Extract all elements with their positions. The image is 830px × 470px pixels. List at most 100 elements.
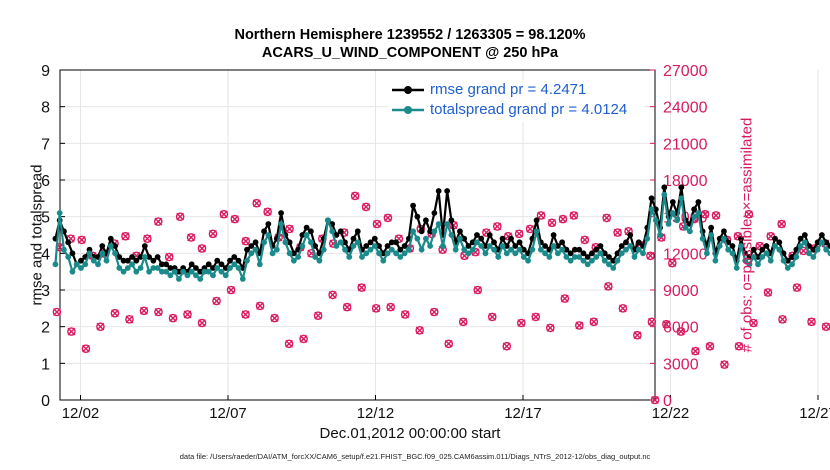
obs-marker <box>650 395 660 405</box>
rmse-point <box>512 243 519 249</box>
rmse-point <box>371 235 378 242</box>
rmse-point <box>623 239 629 246</box>
rmse-point <box>516 239 523 246</box>
rmse-point <box>648 195 655 202</box>
spread-point <box>631 254 638 260</box>
rmse-point <box>65 239 72 246</box>
spread-point <box>593 254 600 260</box>
y2-tick-label: 0 <box>663 393 672 410</box>
spread-point <box>554 250 561 257</box>
obs-marker <box>763 288 773 297</box>
spread-point <box>405 246 412 253</box>
obs-marker <box>604 282 613 291</box>
rmse-point <box>772 235 778 242</box>
rmse-point <box>308 228 314 235</box>
y-tick-label: 3 <box>41 283 50 300</box>
obs-marker <box>647 317 657 327</box>
y-tick-label: 5 <box>41 210 50 227</box>
rmse-point <box>354 228 361 235</box>
rmse-point <box>218 261 225 268</box>
spread-point <box>742 257 749 264</box>
spread-point <box>333 243 340 249</box>
obs-marker <box>618 304 628 313</box>
spread-point <box>499 243 506 249</box>
rmse-point <box>120 257 127 264</box>
rmse-point <box>614 250 621 257</box>
obs-marker <box>560 294 570 303</box>
spread-point <box>759 254 766 260</box>
x-tick-label: 12/07 <box>209 405 247 422</box>
rmse-point <box>205 261 212 268</box>
y-tick-label: 6 <box>41 173 50 190</box>
rmse-point <box>290 250 297 257</box>
spread-point <box>150 265 157 271</box>
y2-tick-label: 18000 <box>663 173 708 190</box>
y-tick-label: 1 <box>41 356 50 373</box>
spread-point <box>410 228 416 235</box>
spread-point <box>606 261 612 268</box>
spread-point <box>644 235 651 242</box>
spread-point <box>814 246 821 253</box>
rmse-point <box>554 243 561 249</box>
rmse-point <box>652 206 659 213</box>
spread-point <box>218 268 225 275</box>
obs-marker <box>164 252 174 262</box>
spread-point <box>512 250 519 257</box>
obs-marker <box>81 344 91 353</box>
spread-point <box>222 272 229 279</box>
rmse-point <box>801 232 808 238</box>
x-tick-label: 12/02 <box>62 405 100 422</box>
spread-point <box>686 228 693 235</box>
spread-point <box>801 239 808 246</box>
rmse-point <box>759 246 766 253</box>
rmse-point <box>435 188 442 194</box>
rmse-point <box>261 228 267 235</box>
rmse-point <box>593 246 600 253</box>
spread-point <box>529 246 536 253</box>
spread-point <box>176 276 182 282</box>
rmse-point <box>133 257 140 264</box>
y-tick-label: 8 <box>41 100 50 117</box>
rmse-point <box>559 239 566 246</box>
spread-point <box>448 232 455 238</box>
spread-point <box>193 272 199 279</box>
rmse-point <box>244 246 250 253</box>
obs-marker <box>536 211 546 220</box>
obs-marker <box>662 319 671 329</box>
rmse-point <box>469 239 476 246</box>
obs-marker <box>350 191 360 201</box>
rmse-point <box>448 217 455 224</box>
y-tick-label: 4 <box>41 246 50 263</box>
spread-point <box>303 232 310 238</box>
spread-point <box>486 243 493 249</box>
obs-marker <box>175 212 185 221</box>
obs-marker <box>778 315 787 324</box>
spread-point <box>465 250 472 257</box>
obs-marker <box>569 211 579 220</box>
rmse-point <box>231 254 238 260</box>
obs-marker <box>502 341 512 351</box>
obs-marker <box>183 310 192 319</box>
spread-point <box>418 246 425 253</box>
obs-marker <box>613 228 622 237</box>
obs-marker <box>744 209 754 219</box>
spread-point <box>388 246 395 253</box>
spread-point <box>363 250 370 257</box>
legend-swatch-spread <box>392 106 424 114</box>
spread-point <box>112 250 118 257</box>
obs-marker <box>255 301 265 311</box>
obs-marker <box>372 219 382 229</box>
spread-point <box>86 250 93 257</box>
rmse-point <box>606 254 612 260</box>
obs-marker <box>270 313 279 323</box>
rmse-point <box>227 257 233 264</box>
rmse-point <box>222 265 229 271</box>
rmse-point <box>695 199 702 205</box>
spread-point <box>354 239 361 246</box>
obs-marker <box>186 233 196 242</box>
rmse-point <box>129 254 135 260</box>
spread-point <box>763 250 770 257</box>
spread-point <box>256 261 263 268</box>
spread-point <box>342 246 348 253</box>
spread-point <box>350 243 357 249</box>
